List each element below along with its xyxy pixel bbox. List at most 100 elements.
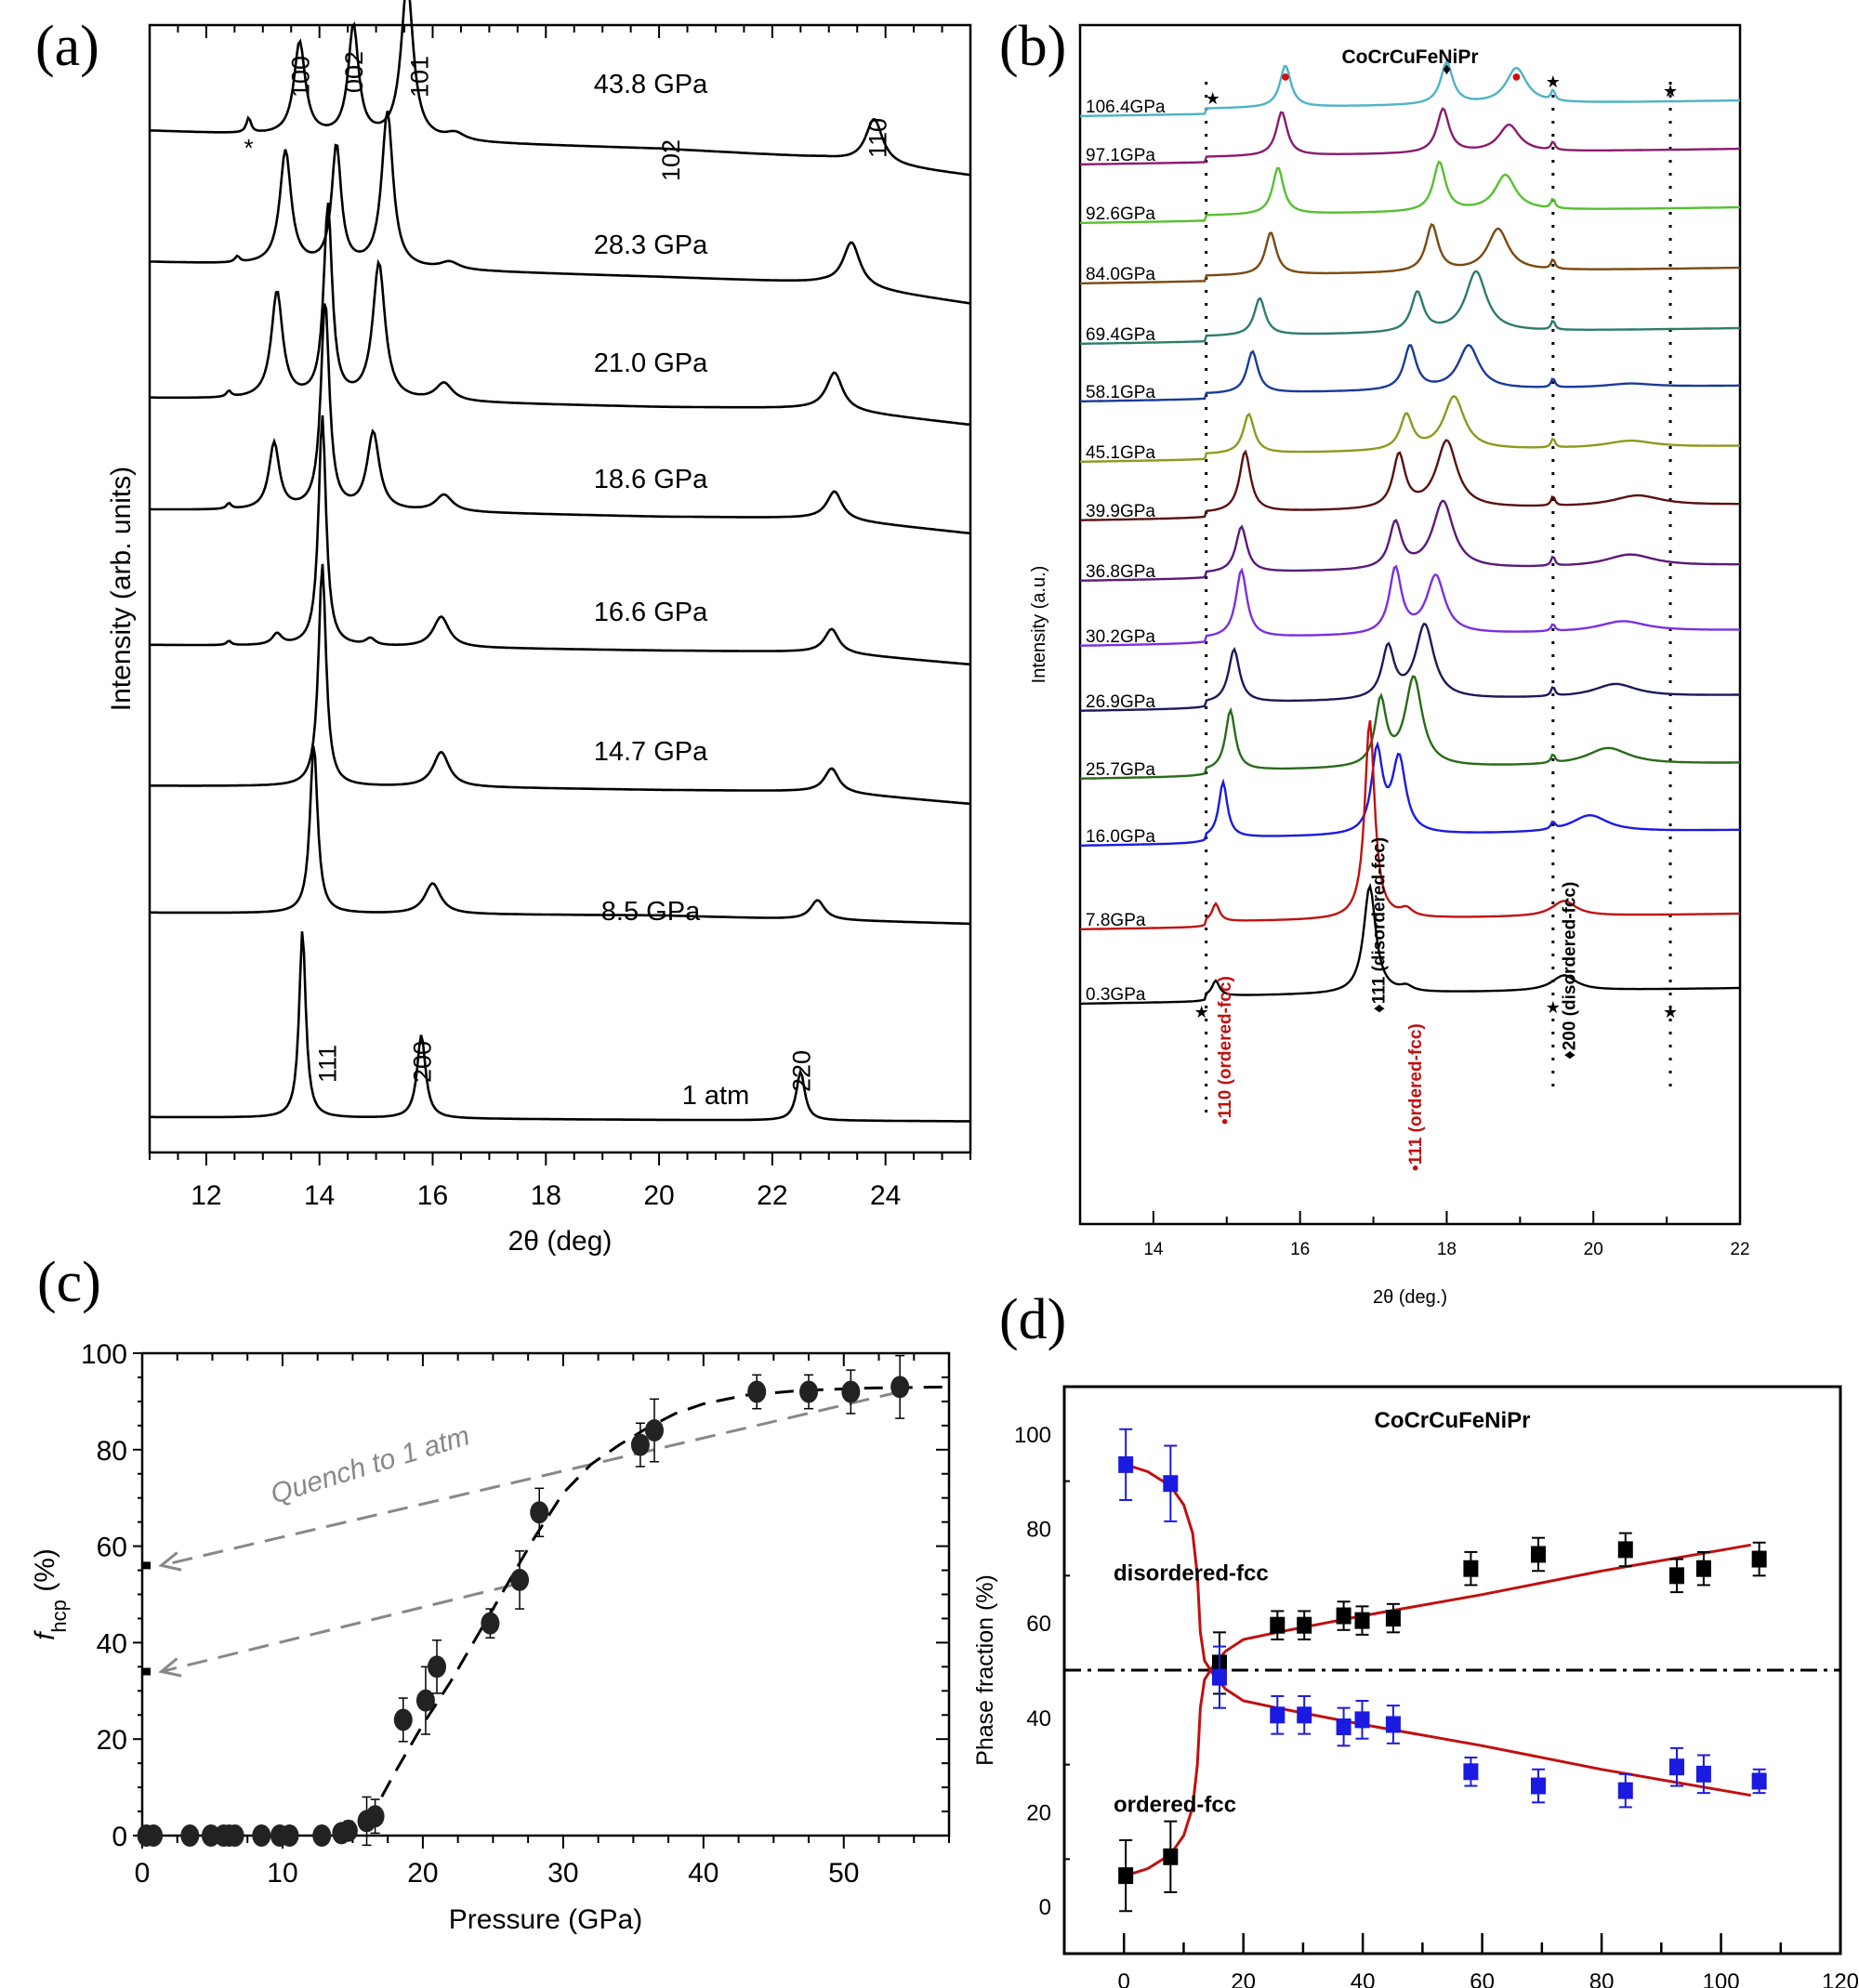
series-label-ordered: ordered-fcc: [1114, 1792, 1236, 1817]
x-tick-label: 22: [757, 1180, 787, 1211]
peak-index-label: •110 (ordered-fcc): [1216, 976, 1235, 1125]
peak-marker: ★: [1663, 82, 1678, 100]
peak-index-label: ♦200 (disordered-fcc): [1561, 882, 1580, 1060]
xrd-trace: [1080, 741, 1741, 847]
x-axis-label: 2θ (deg): [508, 1226, 613, 1257]
series-label-disordered: disordered-fcc: [1114, 1560, 1269, 1586]
series-label: 26.9GPa: [1086, 692, 1155, 712]
x-tick-label: 20: [1584, 1240, 1603, 1259]
y-tick-label: 40: [1026, 1706, 1051, 1731]
data-point: [1118, 1455, 1134, 1473]
x-tick-label: 18: [531, 1180, 561, 1211]
x-tick-label: 16: [1290, 1240, 1310, 1259]
x-tick-label: 60: [1470, 1969, 1495, 1988]
data-point: [1530, 1546, 1546, 1563]
fit-curve: [1125, 1543, 1751, 1877]
arrow-head: [158, 1551, 182, 1572]
peak-marker-star: ★: [1546, 998, 1561, 1017]
x-tick-label: 30: [547, 1858, 578, 1889]
data-point: [393, 1708, 413, 1731]
series-label: 7.8GPa: [1086, 911, 1146, 930]
data-point: [481, 1612, 500, 1635]
peak-marker: ♦: [1443, 59, 1451, 78]
x-axis-label: Pressure (GPa): [449, 1904, 642, 1935]
xrd-trace: [1080, 394, 1740, 463]
xrd-trace: [150, 931, 969, 1123]
data-point: [1669, 1567, 1685, 1585]
y-tick-label: 40: [97, 1628, 127, 1659]
y-axis-label: Intensity (a.u.): [1029, 566, 1049, 684]
data-point: [1336, 1718, 1351, 1735]
xrd-trace: [149, 0, 970, 177]
quench-value-marker: [141, 1667, 151, 1676]
plot-frame: [148, 23, 972, 1154]
series-label: 16.6 GPa: [594, 598, 708, 627]
data-point: [365, 1805, 385, 1828]
data-point: [1530, 1777, 1546, 1795]
plot-frame: [140, 1351, 951, 1837]
series-label: 43.8 GPa: [594, 70, 708, 99]
data-point: [630, 1433, 650, 1456]
x-tick-label: 16: [417, 1180, 448, 1211]
series-label: 69.4GPa: [1086, 325, 1155, 345]
y-tick-label: 20: [97, 1725, 127, 1756]
data-point: [280, 1824, 299, 1847]
data-point: [1270, 1616, 1285, 1634]
data-point: [890, 1376, 910, 1399]
data-point: [180, 1824, 200, 1847]
xrd-trace: [1080, 564, 1740, 647]
data-point: [1336, 1607, 1351, 1625]
peak-index-label: 102: [657, 139, 685, 181]
data-point: [428, 1655, 447, 1679]
x-tick-label: 50: [828, 1858, 859, 1889]
panel-label-a: (a): [35, 15, 99, 78]
panel-d-phase-fraction-chart: 020406080100120020406080100Pressure (GPa…: [972, 1385, 1859, 1988]
quench-arrow: [161, 1390, 901, 1567]
peak-index-label: 101: [405, 56, 433, 98]
data-point: [510, 1568, 530, 1591]
x-tick-label: 40: [1351, 1969, 1376, 1988]
series-label: 36.8GPa: [1086, 562, 1155, 582]
data-point: [1385, 1610, 1401, 1627]
data-point: [1385, 1716, 1401, 1733]
data-point: [252, 1824, 271, 1847]
peak-marker: ●: [1511, 67, 1522, 86]
quench-value-marker: [141, 1561, 151, 1570]
y-axis-label: fhcp (%): [30, 1548, 71, 1640]
data-point: [1163, 1848, 1179, 1865]
data-point: [1617, 1541, 1633, 1559]
data-point: [747, 1380, 767, 1403]
quench-arrow: [161, 1583, 515, 1673]
data-point: [799, 1380, 819, 1403]
peak-marker-star: ★: [1194, 1003, 1209, 1021]
x-tick-label: 20: [1231, 1969, 1256, 1988]
quench-annotation: Quench to 1 atm: [267, 1420, 473, 1509]
chart-title: CoCrCuFeNiPr: [1341, 46, 1478, 68]
y-tick-label: 0: [1039, 1895, 1051, 1920]
x-tick-label: 22: [1730, 1240, 1749, 1259]
plot-frame: [1078, 23, 1742, 1226]
series-label: 97.1GPa: [1086, 146, 1155, 165]
xrd-trace: [1080, 622, 1740, 712]
x-tick-label: 20: [643, 1180, 674, 1211]
y-tick-label: 80: [97, 1436, 127, 1467]
data-point: [1118, 1867, 1134, 1885]
panel-c-fhcp-chart: 0 10 20 30 40 50 0 20 40 60 80 100 Pressure (GPa) fhc…: [30, 1339, 951, 1935]
data-point: [1212, 1668, 1227, 1686]
x-tick-label: 0: [135, 1858, 151, 1889]
y-tick-label: 0: [112, 1822, 127, 1852]
xrd-trace: [1079, 499, 1740, 582]
series-label: 39.9GPa: [1086, 502, 1155, 521]
peak-index-label: 100: [286, 56, 314, 98]
xrd-trace: [150, 303, 970, 534]
xrd-trace: [150, 563, 970, 806]
x-tick-label: 100: [1703, 1969, 1740, 1988]
series-label: 21.0 GPa: [594, 349, 708, 378]
xrd-trace: [1079, 719, 1741, 931]
peak-index-label: 220: [787, 1050, 815, 1092]
series-label: 30.2GPa: [1086, 627, 1155, 647]
data-point: [1297, 1706, 1312, 1724]
peak-index-label: 111: [314, 1045, 342, 1083]
peak-marker-star: *: [244, 134, 254, 162]
